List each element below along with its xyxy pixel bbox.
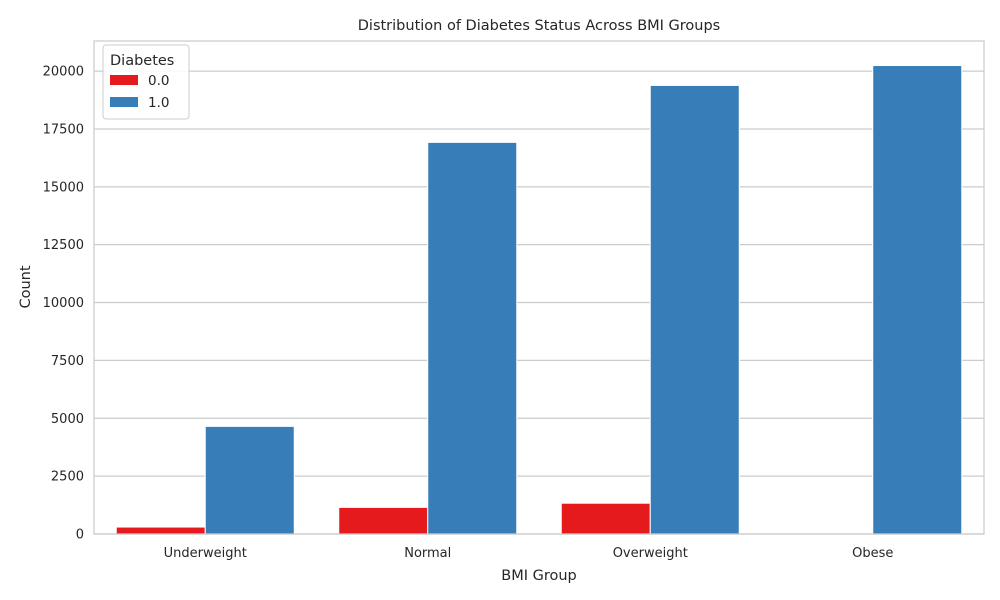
legend-label-0.0: 0.0 — [148, 73, 169, 89]
y-tick-label: 5000 — [51, 412, 84, 427]
bar-overweight-0.0 — [560, 502, 651, 535]
bar-normal-1.0 — [427, 141, 518, 535]
y-tick-labels: 0 2500 5000 7500 10000 12500 15000 17500 20000 — [43, 65, 84, 543]
bar-underweight-0.0 — [115, 526, 206, 535]
legend-swatch-0.0 — [110, 75, 138, 85]
y-tick-label: 12500 — [43, 238, 84, 253]
bar-overweight-1.0 — [649, 84, 740, 535]
legend: Diabetes 0.0 1.0 — [102, 44, 190, 120]
y-tick-label: 7500 — [51, 354, 84, 369]
y-tick-label: 0 — [76, 528, 84, 543]
y-tick-label: 2500 — [51, 470, 84, 485]
legend-swatch-1.0 — [110, 97, 138, 107]
chart-title: Distribution of Diabetes Status Across B… — [358, 18, 721, 34]
x-tick-label: Normal — [404, 546, 451, 561]
x-tick-label: Obese — [852, 546, 893, 561]
bars — [115, 65, 963, 535]
bar-underweight-1.0 — [204, 425, 295, 535]
bar-obese-1.0 — [872, 65, 963, 535]
y-tick-label: 15000 — [43, 180, 84, 195]
y-tick-label: 17500 — [43, 122, 84, 137]
y-tick-label: 20000 — [43, 65, 84, 80]
x-tick-labels: Underweight Normal Overweight Obese — [164, 546, 894, 561]
x-axis-label: BMI Group — [501, 568, 577, 584]
y-axis-label: Count — [18, 265, 34, 308]
plot-frame — [93, 40, 985, 535]
legend-title: Diabetes — [110, 53, 174, 69]
bar-normal-0.0 — [338, 506, 429, 535]
legend-label-1.0: 1.0 — [148, 95, 169, 111]
x-tick-label: Underweight — [164, 546, 247, 561]
y-tick-label: 10000 — [43, 296, 84, 311]
x-tick-label: Overweight — [613, 546, 688, 561]
